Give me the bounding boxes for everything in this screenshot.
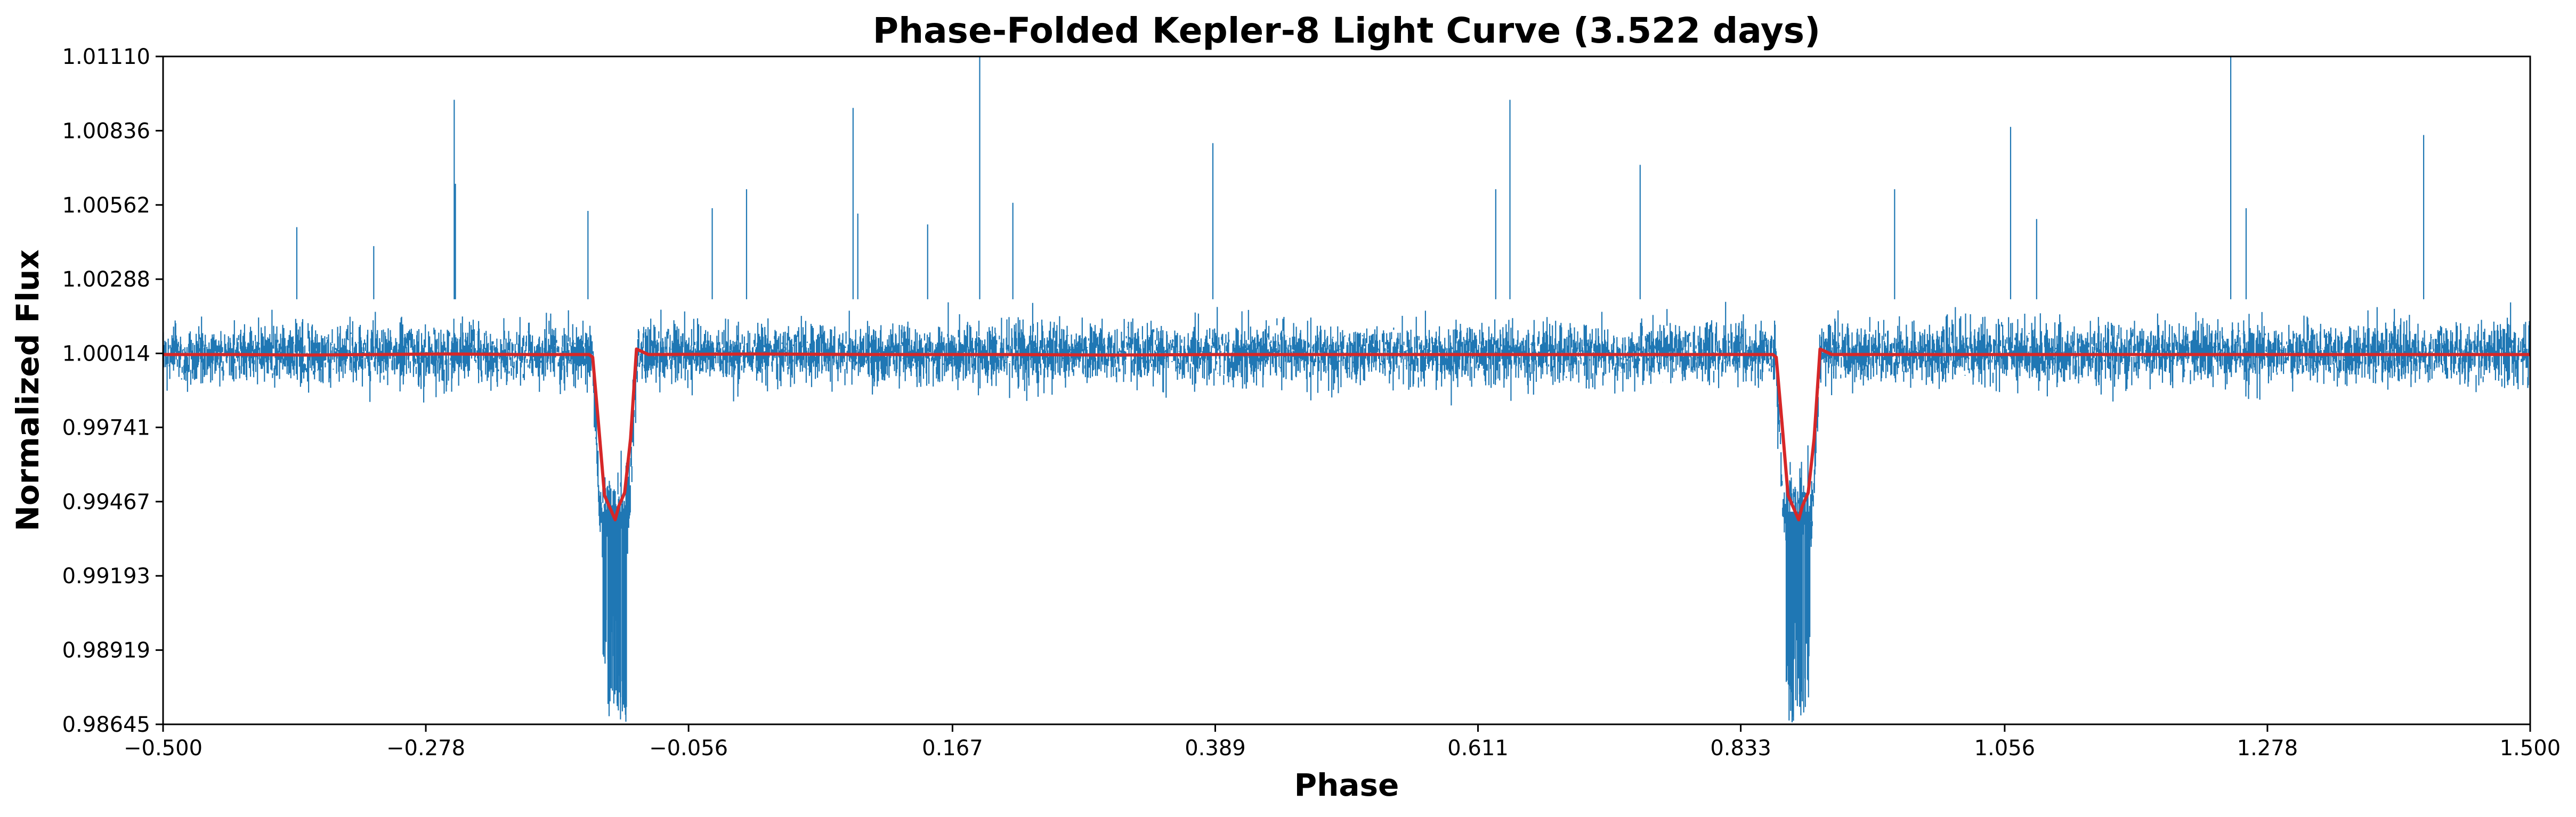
y-axis-ticks: 0.98645 0.98919 0.99193 0.99467 0.99741 1.000… — [62, 45, 163, 737]
y-tick-label: 1.00836 — [62, 119, 150, 143]
binned-model-series — [163, 347, 2530, 521]
y-tick-label: 1.00562 — [62, 193, 150, 218]
chart-title: Phase-Folded Kepler-8 Light Curve (3.522… — [873, 10, 1820, 51]
y-tick-label: 1.01110 — [62, 45, 150, 69]
x-axis-ticks: −0.500 −0.278 −0.056 0.167 0.389 0.611 0.833 1.… — [124, 724, 2561, 761]
y-axis-title: Normalized Flux — [10, 249, 46, 531]
x-tick-label: 1.500 — [2500, 736, 2561, 761]
x-axis-title: Phase — [1294, 767, 1399, 803]
x-tick-label: −0.278 — [386, 736, 465, 761]
y-tick-label: 0.98645 — [62, 713, 150, 737]
y-tick-label: 0.99193 — [62, 564, 150, 589]
y-tick-label: 1.00014 — [62, 342, 150, 366]
x-tick-label: −0.056 — [649, 736, 728, 761]
y-tick-label: 0.98919 — [62, 639, 150, 663]
y-tick-label: 0.99467 — [62, 490, 150, 514]
x-tick-label: 0.167 — [922, 736, 983, 761]
x-tick-label: 1.056 — [1974, 736, 2036, 761]
x-tick-label: 1.278 — [2237, 736, 2298, 761]
x-tick-label: 0.833 — [1710, 736, 1771, 761]
x-tick-label: 0.611 — [1447, 736, 1509, 761]
x-tick-label: 0.389 — [1185, 736, 1246, 761]
binned-model-line — [163, 347, 2530, 521]
raw-flux-series — [163, 56, 2531, 723]
plot-area-frame — [162, 55, 2531, 725]
y-tick-label: 0.99741 — [62, 415, 150, 440]
x-tick-label: −0.500 — [124, 736, 202, 761]
y-tick-label: 1.00288 — [62, 267, 150, 292]
